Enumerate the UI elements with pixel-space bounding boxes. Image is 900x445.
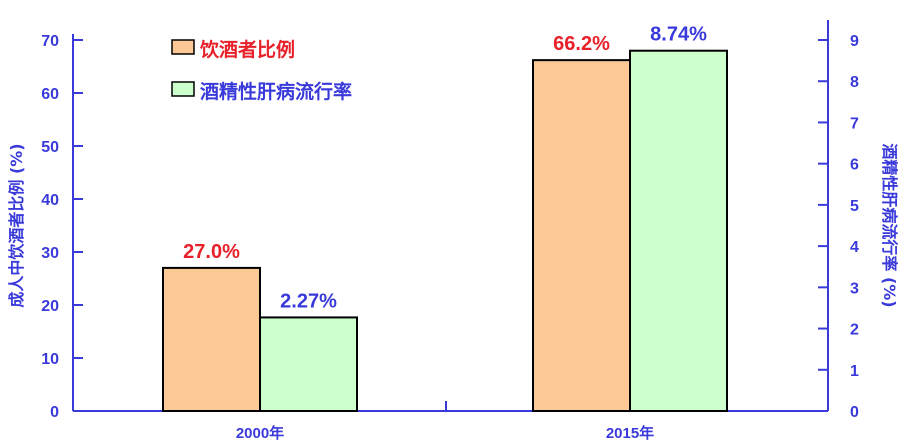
right-y-axis-title: 酒精性肝病流行率 (%) xyxy=(880,143,899,307)
drinker-ratio-bar xyxy=(532,59,631,412)
right-y-tick-label: 1 xyxy=(850,363,859,380)
left-y-tick-label: 0 xyxy=(50,404,59,421)
x-category-label: 2015年 xyxy=(606,424,654,442)
legend-label-alcoholic-liver-disease: 酒精性肝病流行率 xyxy=(200,80,352,103)
right-y-tick-label: 9 xyxy=(850,33,859,50)
left-y-tick-label: 20 xyxy=(41,298,59,315)
right-y-tick-label: 8 xyxy=(850,74,859,91)
alcoholic-liver-disease-data-label: 8.74% xyxy=(650,24,707,46)
legend-label-drinker-ratio: 饮酒者比例 xyxy=(199,38,295,61)
left-y-axis-title: 成人中饮酒者比例 (%) xyxy=(7,143,26,307)
left-y-tick-label: 40 xyxy=(41,192,59,209)
x-category-label: 2000年 xyxy=(236,424,284,442)
left-y-tick-label: 60 xyxy=(41,86,59,103)
right-y-tick-label: 2 xyxy=(850,322,859,339)
right-y-tick-label: 7 xyxy=(850,115,859,132)
legend-swatch-drinker-ratio xyxy=(171,39,195,55)
left-y-tick-label: 10 xyxy=(41,351,59,368)
right-y-tick-label: 3 xyxy=(850,280,859,297)
right-y-tick-label: 5 xyxy=(850,198,859,215)
right-y-tick-label: 0 xyxy=(850,404,859,421)
left-y-tick-label: 50 xyxy=(41,139,59,156)
drinker-ratio-data-label: 27.0% xyxy=(183,241,240,263)
drinker-ratio-bar xyxy=(162,266,261,412)
right-y-tick-label: 6 xyxy=(850,157,859,174)
left-y-tick-label: 30 xyxy=(41,245,59,262)
left-y-tick-label: 70 xyxy=(41,33,59,50)
alcoholic-liver-disease-data-label: 2.27% xyxy=(280,290,337,312)
alcoholic-liver-disease-bar xyxy=(259,316,358,413)
drinker-ratio-data-label: 66.2% xyxy=(553,33,610,55)
right-y-tick-label: 4 xyxy=(850,239,859,256)
alcoholic-liver-disease-bar xyxy=(629,49,728,413)
legend-swatch-alcoholic-liver-disease xyxy=(171,81,195,97)
